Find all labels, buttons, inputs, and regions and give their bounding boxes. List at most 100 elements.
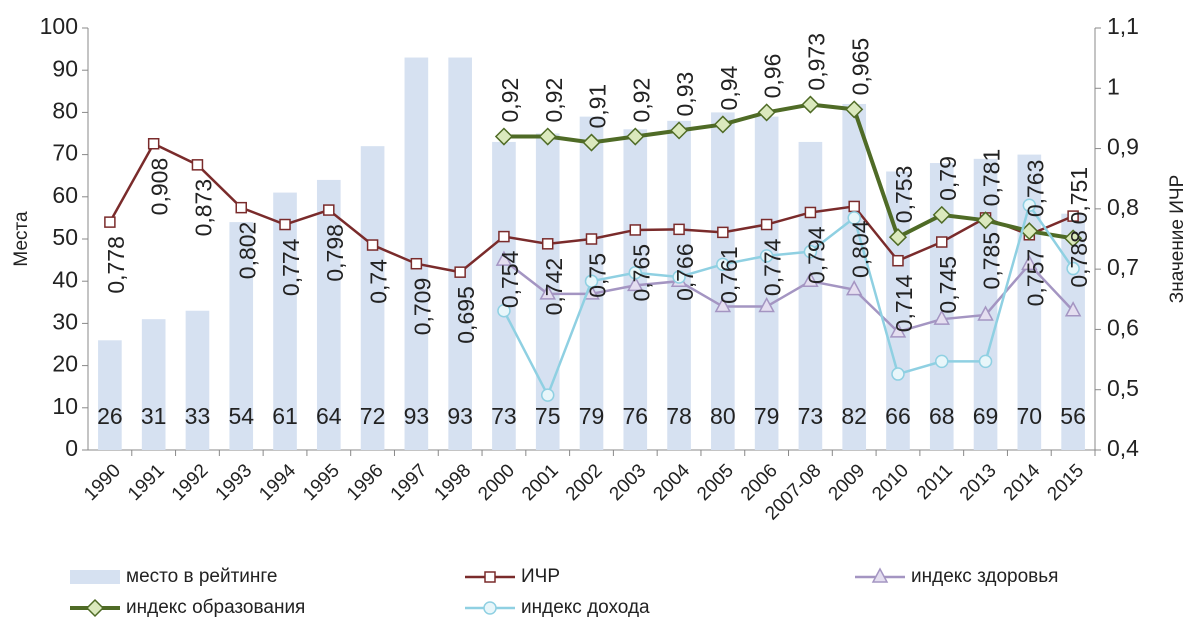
x-tick-label: 2010 — [868, 460, 913, 505]
marker — [673, 223, 685, 236]
marker — [627, 275, 644, 292]
marker — [976, 211, 995, 230]
marker — [539, 284, 556, 300]
data-label: 0,794 — [803, 226, 829, 284]
x-tick-label: 2014 — [1000, 460, 1045, 505]
bar — [798, 141, 823, 450]
y-tick-label: 50 — [52, 224, 78, 250]
marker — [104, 216, 116, 228]
x-tick-label: 2011 — [913, 460, 957, 504]
y-tick-label: 10 — [52, 393, 78, 419]
legend-label: ИЧР — [521, 566, 560, 587]
data-label: 0,695 — [453, 286, 479, 344]
data-label: 70 — [1017, 403, 1043, 429]
data-label: 0,93 — [672, 72, 698, 117]
y2-tick-label: 1 — [1107, 73, 1120, 99]
y-tick-label: 60 — [52, 182, 78, 208]
data-label: 54 — [228, 403, 254, 429]
x-tick-label: 2005 — [693, 460, 738, 505]
bar — [185, 310, 210, 450]
data-label: 78 — [666, 403, 692, 429]
data-label: 0,91 — [585, 84, 611, 129]
data-label: 0,908 — [147, 158, 173, 216]
data-label: 0,92 — [541, 78, 567, 123]
data-label: 68 — [929, 403, 955, 429]
marker — [845, 100, 864, 119]
data-label: 0,798 — [322, 224, 348, 282]
data-label: 56 — [1060, 403, 1086, 429]
data-label: 0,709 — [409, 278, 435, 336]
legend-label: индекс дохода — [521, 597, 650, 618]
data-label: 73 — [798, 403, 824, 429]
marker — [891, 367, 905, 381]
bar — [711, 112, 735, 451]
data-label: 75 — [535, 403, 561, 429]
bar — [842, 103, 867, 451]
line — [503, 259, 1075, 334]
marker — [410, 257, 423, 270]
data-label: 0,92 — [497, 78, 523, 123]
data-label: 0,766 — [672, 243, 698, 301]
x-tick-label: 1996 — [343, 460, 388, 505]
data-label: 33 — [185, 403, 211, 429]
data-label: 76 — [622, 403, 648, 429]
y2-tick-label: 1,1 — [1107, 13, 1139, 39]
x-tick-label: 2013 — [956, 460, 1001, 505]
data-label: 0,757 — [1022, 249, 1048, 307]
y-tick-label: 20 — [52, 351, 78, 377]
marker — [717, 226, 729, 239]
data-label: 0,79 — [935, 156, 961, 201]
marker — [540, 388, 555, 402]
y-tick-label: 90 — [52, 55, 78, 81]
y2-axis-label: Значение ИЧР — [1167, 175, 1188, 304]
legend-label: индекс образования — [126, 597, 305, 618]
data-label: 0,873 — [191, 179, 217, 237]
data-label: 0,714 — [891, 275, 917, 333]
data-label: 0,778 — [103, 236, 129, 294]
marker — [802, 271, 819, 287]
marker — [366, 239, 379, 251]
legend-label: индекс здоровья — [911, 566, 1058, 587]
data-label: 0,745 — [935, 256, 961, 314]
data-label: 69 — [973, 403, 999, 429]
data-label: 0,965 — [847, 38, 873, 96]
data-label: 0,763 — [1022, 160, 1048, 218]
marker — [323, 204, 335, 216]
x-tick-label: 2000 — [474, 460, 519, 505]
marker — [714, 296, 732, 313]
marker — [803, 244, 818, 259]
data-label: 0,92 — [628, 78, 654, 123]
y2-tick-label: 0,7 — [1107, 254, 1139, 280]
data-label: 80 — [710, 403, 736, 429]
data-label: 0,96 — [760, 54, 786, 99]
marker — [495, 250, 513, 266]
marker — [1021, 254, 1038, 271]
marker — [672, 270, 686, 284]
data-label: 73 — [491, 403, 517, 429]
x-tick-label: 1994 — [255, 460, 300, 505]
marker — [935, 354, 949, 369]
y2-tick-label: 0,6 — [1107, 315, 1139, 341]
data-label: 0,754 — [497, 250, 523, 308]
legend-label: место в рейтинге — [126, 566, 277, 587]
y-tick-label: 40 — [52, 266, 78, 292]
marker — [494, 127, 513, 146]
marker — [848, 200, 860, 213]
x-tick-label: 2003 — [606, 460, 651, 505]
marker — [760, 218, 773, 231]
y-axis-label: Места — [11, 211, 32, 267]
marker — [847, 211, 861, 225]
x-tick-label: 2001 — [518, 460, 563, 505]
bar — [273, 192, 297, 450]
data-label: 0,761 — [716, 246, 742, 304]
y-tick-label: 0 — [65, 435, 78, 461]
marker — [483, 601, 497, 615]
marker — [758, 296, 775, 313]
bar — [492, 141, 516, 450]
marker — [498, 230, 510, 243]
marker — [804, 206, 817, 219]
marker — [977, 305, 994, 321]
marker — [235, 201, 247, 214]
marker — [147, 137, 160, 150]
data-label: 0,94 — [716, 65, 742, 110]
